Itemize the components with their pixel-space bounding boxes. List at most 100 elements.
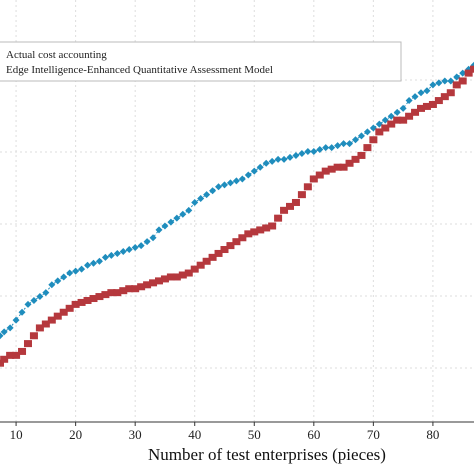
data-point-square [309, 175, 318, 183]
data-point-square [262, 224, 271, 232]
data-point-square [149, 279, 158, 287]
data-point-diamond [84, 261, 92, 269]
data-point-square [411, 108, 420, 116]
data-point-square [83, 296, 92, 304]
x-tick-label: 20 [69, 427, 82, 442]
data-point-square [190, 265, 199, 273]
data-point-square [369, 136, 378, 144]
data-point-square [315, 171, 324, 179]
data-point-square [238, 234, 247, 242]
data-point-square [154, 277, 163, 285]
data-point-diamond [304, 148, 312, 156]
data-point-diamond [232, 177, 240, 185]
data-point-diamond [292, 151, 300, 159]
x-tick-label: 70 [367, 427, 380, 442]
data-point-diamond [107, 251, 115, 259]
data-point-square [89, 295, 98, 303]
data-point-square [297, 191, 306, 199]
data-point-square [452, 81, 461, 89]
data-point-square [464, 69, 473, 77]
legend-box [0, 41, 402, 82]
data-point-diamond [280, 155, 288, 163]
data-point-square [18, 347, 27, 355]
data-point-square [470, 65, 474, 73]
data-point-square [196, 261, 205, 269]
data-point-square [23, 340, 32, 348]
data-point-square [357, 151, 366, 159]
data-point-diamond [250, 167, 258, 175]
data-point-diamond [125, 246, 133, 254]
data-point-square [178, 271, 187, 279]
data-point-diamond [191, 198, 199, 206]
data-point-square [434, 97, 443, 105]
data-point-diamond [179, 210, 187, 218]
data-point-diamond [0, 328, 8, 336]
data-point-square [53, 312, 62, 320]
data-point-square [47, 316, 56, 324]
x-tick-label: 60 [307, 427, 320, 442]
data-point-square [107, 289, 116, 297]
data-point-diamond [328, 144, 336, 152]
data-point-diamond [322, 144, 330, 152]
data-point-diamond [441, 77, 449, 85]
data-point-diamond [42, 289, 50, 297]
data-point-diamond [48, 281, 56, 289]
data-point-square [446, 89, 455, 97]
data-point-square [0, 359, 4, 367]
data-point-square [220, 246, 229, 254]
data-point-diamond [405, 97, 413, 105]
data-point-diamond [375, 120, 383, 128]
data-point-square [113, 289, 122, 297]
data-point-diamond [238, 175, 246, 183]
x-tick-label: 30 [129, 427, 142, 442]
data-point-diamond [54, 277, 62, 285]
data-point-diamond [18, 308, 26, 316]
data-point-diamond [155, 226, 163, 234]
series-1 [0, 65, 474, 367]
data-point-square [214, 249, 223, 257]
data-point-diamond [352, 136, 359, 144]
data-point-square [65, 304, 74, 312]
data-point-square [303, 183, 312, 191]
series-0 [0, 61, 474, 340]
data-point-square [345, 159, 354, 167]
data-point-diamond [149, 234, 157, 242]
data-point-square [417, 104, 426, 112]
data-point-square [440, 93, 449, 101]
data-point-diamond [173, 214, 181, 222]
data-point-square [226, 242, 235, 250]
data-point-square [131, 285, 140, 293]
data-point-diamond [417, 89, 425, 97]
data-point-diamond [346, 140, 354, 148]
data-point-square [274, 214, 283, 222]
data-point-diamond [113, 249, 121, 257]
data-point-diamond [167, 218, 175, 226]
data-point-square [280, 206, 289, 214]
data-point-square [375, 128, 384, 136]
data-point-square [363, 144, 372, 152]
data-point-diamond [209, 187, 217, 195]
data-point-diamond [197, 195, 205, 203]
data-point-diamond [137, 242, 145, 250]
series-layer [0, 61, 474, 367]
data-point-square [351, 155, 360, 163]
data-point-square [95, 293, 104, 301]
data-point-diamond [161, 222, 169, 230]
data-point-diamond [131, 244, 139, 252]
data-point-diamond [12, 316, 20, 324]
data-point-square [0, 355, 9, 363]
data-point-diamond [78, 265, 86, 273]
data-point-square [202, 257, 211, 265]
data-point-square [333, 163, 342, 171]
data-point-square [35, 324, 44, 332]
data-point-square [428, 100, 437, 108]
data-point-square [256, 226, 265, 234]
data-point-square [321, 167, 330, 175]
data-point-diamond [244, 171, 252, 179]
data-point-square [422, 102, 431, 110]
data-point-diamond [66, 269, 74, 277]
data-point-diamond [334, 142, 342, 150]
data-point-diamond [381, 116, 389, 124]
data-point-square [232, 238, 241, 246]
data-point-diamond [274, 155, 282, 163]
